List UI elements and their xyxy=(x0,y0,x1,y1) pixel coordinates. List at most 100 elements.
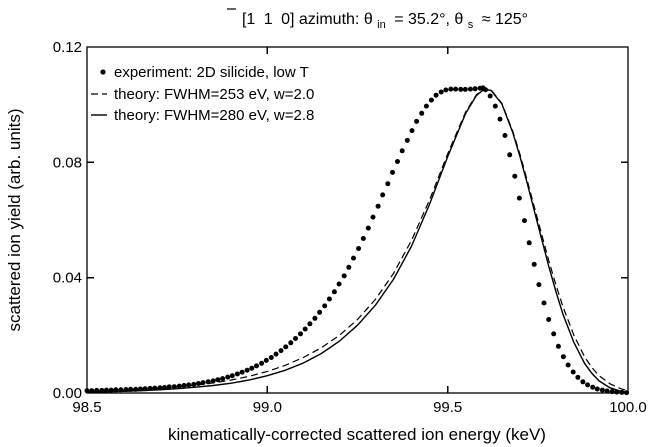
data-point xyxy=(89,388,95,394)
data-point xyxy=(142,386,148,392)
x-tick-label: 98.5 xyxy=(72,399,101,416)
data-point xyxy=(438,89,444,95)
data-point xyxy=(370,214,376,220)
data-point xyxy=(536,282,542,288)
data-point xyxy=(108,387,114,393)
data-point xyxy=(448,86,454,92)
title-middle: = 35.2°, θ xyxy=(394,11,463,28)
y-axis-label: scattered ion yield (arb. units) xyxy=(5,109,24,332)
data-point xyxy=(507,152,513,158)
data-point xyxy=(181,383,187,388)
data-point xyxy=(113,387,119,393)
data-point xyxy=(162,385,167,390)
data-point xyxy=(428,97,434,103)
data-point xyxy=(336,281,342,287)
data-point xyxy=(254,363,259,369)
title-overbar-digit: 1 xyxy=(264,11,273,28)
data-point xyxy=(302,326,308,332)
series-points-experiment xyxy=(84,85,630,396)
data-point xyxy=(409,128,415,134)
data-point xyxy=(157,385,163,391)
x-axis-label: kinematically-corrected scattered ion en… xyxy=(168,425,546,444)
data-point xyxy=(541,300,547,306)
data-point xyxy=(502,133,508,138)
data-point xyxy=(585,382,591,388)
series-line-theory-280 xyxy=(86,88,629,394)
plot-frame xyxy=(86,46,629,394)
data-point xyxy=(307,321,313,327)
data-point xyxy=(467,86,473,92)
x-tick-label: 99.0 xyxy=(253,399,282,416)
legend-marker-experiment xyxy=(100,69,106,75)
data-point xyxy=(244,367,250,373)
data-point xyxy=(229,373,235,379)
data-point xyxy=(526,240,532,246)
data-point xyxy=(624,390,630,396)
title-prefix: [1 xyxy=(242,11,255,28)
data-point xyxy=(570,369,576,375)
data-point xyxy=(565,362,571,368)
data-point xyxy=(263,357,269,363)
x-tick-label: 100.0 xyxy=(609,399,647,416)
data-point xyxy=(104,387,109,393)
data-point xyxy=(191,381,197,387)
data-point xyxy=(259,360,265,366)
data-point xyxy=(249,365,255,371)
data-point xyxy=(560,354,566,360)
data-point xyxy=(487,93,493,99)
data-point xyxy=(346,264,352,270)
data-point xyxy=(555,343,561,349)
data-point xyxy=(423,103,429,109)
data-point xyxy=(99,387,105,393)
data-point xyxy=(380,192,386,198)
data-point xyxy=(492,103,498,109)
legend-label-experiment: experiment: 2D silicide, low T xyxy=(114,64,309,81)
data-point xyxy=(375,203,381,209)
data-point xyxy=(273,351,279,357)
data-point xyxy=(234,371,240,377)
data-point xyxy=(614,389,620,395)
data-point xyxy=(171,384,177,390)
data-point xyxy=(293,336,298,341)
data-point xyxy=(283,344,289,350)
data-point xyxy=(580,379,586,385)
data-point xyxy=(288,340,294,346)
data-point xyxy=(298,331,303,337)
data-point xyxy=(200,380,206,386)
data-point xyxy=(152,385,158,391)
y-axis-ticks: 0.00 0.04 0.08 0.12 xyxy=(53,39,628,402)
x-axis-ticks: 98.5 99.0 99.5 100.0 xyxy=(72,47,647,416)
data-point xyxy=(399,148,405,154)
data-point xyxy=(331,289,337,295)
data-point xyxy=(458,86,464,92)
data-point xyxy=(215,377,221,383)
data-point xyxy=(575,374,581,380)
data-point xyxy=(531,261,537,267)
title-suffix: 0] azimuth: θ xyxy=(281,11,373,28)
data-point xyxy=(278,348,284,354)
data-point xyxy=(419,110,425,116)
y-tick-label: 0.04 xyxy=(53,270,82,287)
data-point xyxy=(516,195,522,201)
title-subscript-in: in xyxy=(377,19,386,31)
data-point xyxy=(385,181,391,187)
data-point xyxy=(512,173,518,179)
data-point xyxy=(433,92,439,98)
data-point xyxy=(176,383,182,389)
data-point xyxy=(414,118,420,124)
data-point xyxy=(166,384,172,390)
data-point xyxy=(186,382,192,388)
data-point xyxy=(210,378,216,384)
data-point xyxy=(205,379,211,385)
data-point xyxy=(220,376,226,382)
legend: experiment: 2D silicide, low T theory: F… xyxy=(91,64,314,124)
data-point xyxy=(123,387,129,392)
data-point xyxy=(322,303,328,309)
data-point xyxy=(118,387,124,393)
data-point xyxy=(462,86,468,92)
data-point xyxy=(351,255,356,261)
y-tick-label: 0.12 xyxy=(53,39,82,56)
data-point xyxy=(604,388,610,394)
data-point xyxy=(404,137,410,143)
